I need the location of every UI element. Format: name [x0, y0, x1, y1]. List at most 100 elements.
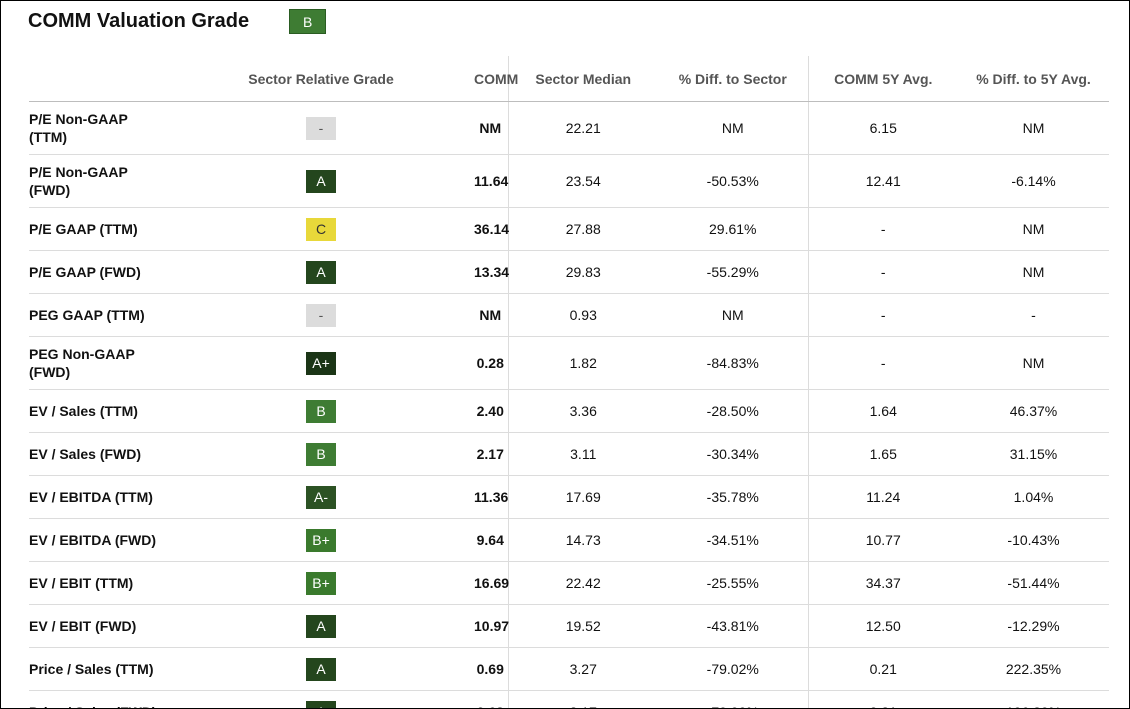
comm-value: NM: [473, 101, 508, 155]
sector-median-value: 29.83: [507, 250, 658, 294]
comm-value: 36.14: [473, 207, 509, 251]
grade-badge: A: [306, 614, 336, 638]
grade-badge: A: [306, 657, 336, 681]
grade-badge: B+: [306, 528, 336, 552]
table-row: Price / Sales (FWD) A 0.633.17-79.99%0.211…: [29, 690, 1109, 708]
diff-sector-value: -79.02%: [658, 647, 808, 691]
avg-5y-value: 0.21: [807, 647, 958, 691]
table-row: EV / EBITDA (TTM) A- 11.36 17.69 -35.78% 11.2…: [29, 475, 1109, 519]
diff-5y-value: NM: [958, 207, 1109, 251]
sector-median-value: 22.42: [507, 561, 658, 605]
sector-median-value: 3.36: [507, 389, 658, 433]
grade-badge: B: [306, 399, 336, 423]
avg-5y-value: -: [807, 293, 958, 337]
sector-grade-cell: A-: [169, 475, 473, 519]
comm-value: 11.64: [473, 154, 508, 208]
grade-badge: A-: [306, 485, 336, 509]
table-row: P/E GAAP (TTM) C 36.14 27.88 29.61% - NM: [29, 207, 1109, 251]
diff-sector-value: -79.99%: [658, 690, 808, 708]
avg-5y-value: 1.64: [807, 389, 958, 433]
sector-median-value: 3.17: [507, 690, 658, 708]
grade-badge: C: [306, 217, 336, 241]
avg-5y-value: 34.37: [807, 561, 958, 605]
diff-sector-value: -50.53%: [658, 154, 808, 208]
comm-value: 11.36: [473, 475, 508, 519]
avg-5y-value: -: [807, 207, 958, 251]
sector-grade-cell: A+: [169, 336, 473, 390]
comm-value: 2.17: [473, 432, 508, 476]
table-row: EV / EBITDA (FWD) B+ 9.64 14.73 -34.51% 10.77…: [29, 518, 1109, 562]
sector-median-value: 17.69: [507, 475, 658, 519]
comm-value: 0.63: [473, 690, 508, 708]
sector-median-value: 3.27: [507, 647, 658, 691]
diff-5y-value: -: [958, 293, 1109, 337]
metric-label: Price / Sales (FWD): [29, 690, 169, 708]
diff-5y-value: NM: [958, 250, 1109, 294]
table-row: PEG GAAP (TTM) - NM 0.93 NM - -: [29, 293, 1109, 337]
column-header-diff-sector: % Diff. to Sector: [658, 56, 808, 102]
diff-5y-value: 222.35%: [958, 647, 1109, 691]
sector-median-value: 3.11: [507, 432, 658, 476]
comm-value: 2.40: [473, 389, 508, 433]
metric-label: P/E GAAP (FWD): [29, 250, 169, 294]
sector-grade-cell: A: [169, 250, 473, 294]
column-header-metric: [29, 56, 169, 102]
comm-value: 0.69: [473, 647, 508, 691]
diff-sector-value: -55.29%: [658, 250, 808, 294]
metric-label: EV / EBITDA (FWD): [29, 518, 169, 562]
grade-badge: A: [306, 169, 336, 193]
comm-value: 10.97: [473, 604, 509, 648]
avg-5y-value: -: [807, 336, 958, 390]
grade-badge: B+: [306, 571, 336, 595]
comm-value: NM: [473, 293, 508, 337]
avg-5y-value: 1.65: [807, 432, 958, 476]
diff-5y-value: -6.14%: [958, 154, 1109, 208]
metric-label: PEG GAAP (TTM): [29, 293, 169, 337]
diff-sector-value: -35.78%: [658, 475, 808, 519]
avg-5y-value: 12.50: [807, 604, 958, 648]
metric-label: P/E Non-GAAP (FWD): [29, 154, 169, 208]
sector-grade-cell: B: [169, 432, 473, 476]
column-header-sector-grade: Sector Relative Grade: [169, 56, 473, 102]
diff-sector-value: NM: [658, 101, 808, 155]
column-header-diff-5y: % Diff. to 5Y Avg.: [958, 56, 1109, 102]
diff-sector-value: -84.83%: [658, 336, 808, 390]
diff-sector-value: -28.50%: [658, 389, 808, 433]
metric-label: EV / EBIT (FWD): [29, 604, 169, 648]
sector-grade-cell: B+: [169, 518, 473, 562]
diff-sector-value: 29.61%: [658, 207, 808, 251]
diff-5y-value: 196.89%: [958, 690, 1109, 708]
diff-sector-value: -43.81%: [658, 604, 808, 648]
sector-grade-cell: A: [169, 690, 473, 708]
grade-badge: -: [306, 116, 336, 140]
diff-5y-value: 1.04%: [958, 475, 1109, 519]
comm-value: 16.69: [473, 561, 509, 605]
sector-median-value: 23.54: [507, 154, 658, 208]
diff-5y-value: 31.15%: [958, 432, 1109, 476]
table-row: EV / Sales (FWD) B 2.17 3.11 -30.34% 1.65 31.1…: [29, 432, 1109, 476]
table-row: Price / Sales (TTM) A 0.69 3.27 -79.02% 0.21 2…: [29, 647, 1109, 691]
sector-grade-cell: -: [169, 293, 473, 337]
metric-label: EV / EBIT (TTM): [29, 561, 169, 605]
column-header-5y-avg: COMM 5Y Avg.: [807, 56, 958, 102]
overall-grade-badge: B: [289, 9, 327, 34]
metric-label: EV / Sales (FWD): [29, 432, 169, 476]
metric-label: P/E Non-GAAP (TTM): [29, 101, 169, 155]
diff-sector-value: -25.55%: [658, 561, 808, 605]
table-row: EV / EBIT (FWD) A 10.97 19.52 -43.81% 12.50 -1…: [29, 604, 1109, 648]
diff-sector-value: NM: [658, 293, 808, 337]
grade-badge: B: [306, 442, 336, 466]
metric-label: PEG Non-GAAP (FWD): [29, 336, 169, 390]
grade-badge: A: [306, 700, 336, 708]
sector-median-value: 14.73: [507, 518, 658, 562]
diff-5y-value: -10.43%: [958, 518, 1109, 562]
comm-value: 9.64: [473, 518, 508, 562]
sector-grade-cell: B: [169, 389, 473, 433]
table-row: P/E Non-GAAP (TTM) - NM 22.21 NM 6.15 NM: [29, 101, 1109, 155]
sector-grade-cell: -: [169, 101, 473, 155]
sector-median-value: 1.82: [507, 336, 658, 390]
sector-grade-cell: C: [169, 207, 473, 251]
table-row: P/E Non-GAAP (FWD) A 11.64 23.54 -50.53% 12.4…: [29, 154, 1109, 208]
sector-grade-cell: A: [169, 647, 473, 691]
